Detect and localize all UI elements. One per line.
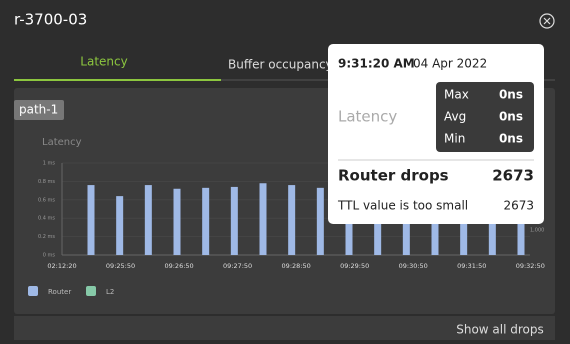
reason-label: TTL value is too small: [337, 199, 468, 213]
legend-swatch: [86, 286, 96, 296]
stat-label: Max: [444, 88, 469, 102]
legend-label: Router: [48, 288, 71, 296]
x-tick-label: 02:12:20: [47, 262, 76, 270]
x-tick-label: 09:26:50: [164, 262, 193, 270]
bar: [230, 186, 238, 255]
dialog-title: r-3700-03: [14, 11, 87, 29]
tooltip-time: 9:31:20 AM: [338, 57, 415, 71]
path-badge-text: path-1: [19, 103, 58, 117]
drops-total: 2673: [492, 167, 534, 185]
bar: [288, 185, 296, 255]
stat-value: 0ns: [499, 110, 523, 124]
bar: [173, 188, 181, 255]
y-tick-label: 0.6 ms: [38, 197, 55, 203]
y-tick-label: 1 ms: [43, 161, 56, 167]
y-tick-label: 0.4 ms: [38, 216, 55, 222]
bar: [259, 183, 267, 255]
y2-tick-label: 1,000: [530, 228, 544, 234]
tooltip-date: 04 Apr 2022: [413, 57, 487, 71]
bar: [116, 196, 124, 255]
x-tick-label: 09:30:50: [399, 262, 428, 270]
bar: [144, 185, 152, 255]
stats-box: [436, 82, 534, 152]
tooltip-latency: Latency: [338, 108, 397, 126]
legend-swatch: [28, 286, 38, 296]
x-tick-label: 09:29:50: [340, 262, 369, 270]
y-tick-label: 0 ms: [43, 253, 56, 259]
legend-label: L2: [106, 288, 114, 296]
stat-label: Avg: [444, 110, 466, 124]
footer-panel: [14, 316, 555, 340]
x-tick-label: 09:25:50: [106, 262, 135, 270]
close-icon[interactable]: [539, 13, 555, 29]
chart-title: Latency: [42, 137, 82, 148]
tab[interactable]: Latency: [80, 55, 127, 69]
drops-label: Router drops: [338, 167, 449, 185]
stats: Max 0ns Avg 0ns Min 0ns: [444, 88, 523, 146]
close-button[interactable]: [539, 13, 555, 29]
tab[interactable]: Buffer occupancy: [228, 58, 333, 72]
show-all-drops[interactable]: Show all drops: [456, 323, 544, 337]
reason-count: 2673: [503, 199, 534, 213]
path-badge: [14, 100, 64, 120]
bar: [202, 187, 210, 255]
tooltip: 9:31:20 AM 04 Apr 2022 Latency Router dr…: [328, 44, 544, 224]
y-tick-label: 0.8 ms: [38, 179, 55, 185]
stat-label: Min: [444, 132, 465, 146]
reasons: TTL value is too small 2673: [337, 199, 534, 213]
bar: [87, 185, 95, 255]
y-tick-label: 0.2 ms: [38, 234, 55, 240]
stat-value: 0ns: [499, 132, 523, 146]
x-tick-label: 09:31:50: [457, 262, 486, 270]
close-x[interactable]: [543, 17, 551, 25]
bar: [316, 187, 324, 255]
x-tick-label: 09:28:50: [282, 262, 311, 270]
stat-value: 0ns: [499, 88, 523, 102]
x-tick-label: 09:27:50: [223, 262, 252, 270]
x-tick-label: 09:32:50: [516, 262, 545, 270]
